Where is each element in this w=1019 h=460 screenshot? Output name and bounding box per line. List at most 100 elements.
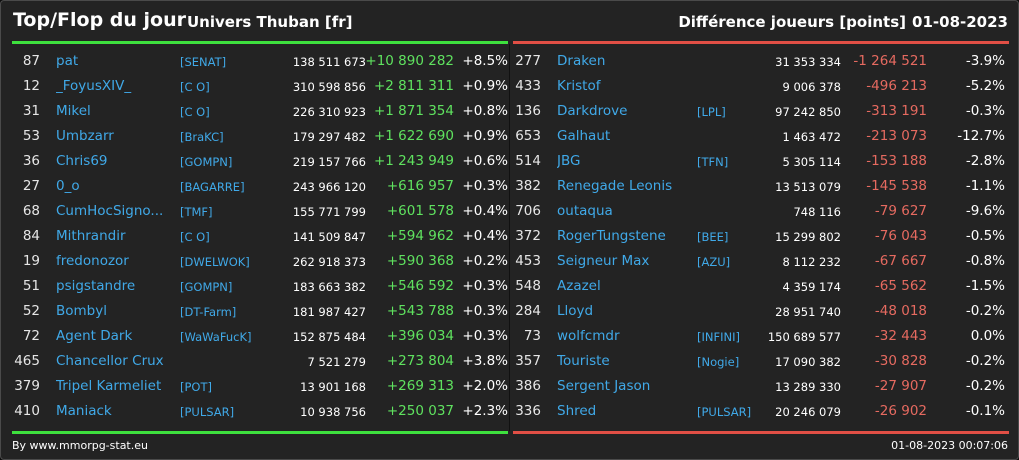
player-name-link[interactable]: wolfcmdr: [557, 328, 620, 344]
player-guild-link[interactable]: [AZU]: [697, 255, 731, 269]
player-percent: -0.2%: [965, 353, 1005, 369]
player-percent: +3.8%: [462, 353, 508, 369]
player-row: 653 Galhaut 1 463 472 -213 073 -12.7%: [513, 124, 1009, 149]
player-diff: +590 368: [386, 253, 454, 269]
player-guild-link[interactable]: [C O]: [180, 105, 210, 119]
player-name-link[interactable]: pat: [56, 53, 79, 69]
player-name-link[interactable]: CumHocSigno...: [56, 203, 164, 219]
player-row: 410 Maniack [PULSAR] 10 938 756 +250 037 +2.3…: [12, 399, 508, 424]
player-row: 53 Umbzarr [BraKC] 179 297 482 +1 622 690 +0.…: [12, 124, 508, 149]
player-name-link[interactable]: psigstandre: [56, 278, 136, 294]
player-row: 36 Chris69 [GOMPN] 219 157 766 +1 243 949 +0.…: [12, 149, 508, 174]
player-name-link[interactable]: Darkdrove: [557, 103, 628, 119]
player-diff: -153 188: [866, 153, 927, 169]
player-name-link[interactable]: Chancellor Crux: [56, 353, 164, 369]
player-diff: +594 962: [386, 228, 454, 244]
player-percent: -0.3%: [965, 103, 1005, 119]
player-guild-link[interactable]: [WaWaFucK]: [180, 330, 252, 344]
player-diff: -79 627: [874, 203, 927, 219]
player-guild-link[interactable]: [Nogie]: [697, 355, 740, 369]
player-diff: +273 804: [386, 353, 454, 369]
player-score: 243 966 120: [292, 180, 366, 194]
player-guild-link[interactable]: [C O]: [180, 230, 210, 244]
player-score: 31 353 334: [775, 55, 841, 69]
player-name-link[interactable]: Draken: [557, 53, 606, 69]
player-guild-link[interactable]: [C O]: [180, 80, 210, 94]
player-guild-link[interactable]: [DT-Farm]: [180, 305, 237, 319]
player-row: 379 Tripel Karmeliet [POT] 13 901 168 +269 3…: [12, 374, 508, 399]
top-losers-list: 277 Draken 31 353 334 -1 264 521 -3.9% 433 Kri…: [513, 49, 1009, 424]
player-name-link[interactable]: JBG: [557, 153, 581, 169]
player-name-link[interactable]: Agent Dark: [56, 328, 133, 344]
player-name-link[interactable]: Bombyl: [56, 303, 107, 319]
header-date: 01-08-2023: [912, 13, 1008, 31]
player-name-link[interactable]: Renegade Leonis: [557, 178, 673, 194]
player-row: 87 pat [SENAT] 138 511 673 +10 890 282 +8.5%: [12, 49, 508, 74]
player-name-link[interactable]: Maniack: [56, 403, 112, 419]
player-rank: 72: [22, 328, 40, 344]
player-guild-link[interactable]: [PULSAR]: [180, 405, 235, 419]
player-guild-link[interactable]: [GOMPN]: [180, 280, 233, 294]
player-name-link[interactable]: Umbzarr: [56, 128, 114, 144]
player-guild-link[interactable]: [POT]: [180, 380, 212, 394]
player-guild-link[interactable]: [BEE]: [697, 230, 729, 244]
player-guild-link[interactable]: [BAGARRE]: [180, 180, 245, 194]
player-score: 28 951 740: [775, 305, 841, 319]
player-score: 13 901 168: [300, 380, 366, 394]
player-percent: +0.3%: [462, 178, 508, 194]
player-name-link[interactable]: Mithrandir: [56, 228, 126, 244]
player-name-link[interactable]: _FoyusXIV_: [56, 78, 132, 94]
player-percent: +2.3%: [462, 403, 508, 419]
player-percent: 0.0%: [970, 328, 1005, 344]
player-percent: +0.3%: [462, 328, 508, 344]
player-name-link[interactable]: Tripel Karmeliet: [56, 378, 162, 394]
player-name-link[interactable]: Lloyd: [557, 303, 594, 319]
player-row: 706 outaqua 748 116 -79 627 -9.6%: [513, 199, 1009, 224]
player-name-link[interactable]: Chris69: [56, 153, 108, 169]
player-score: 17 090 382: [775, 355, 841, 369]
player-name-link[interactable]: outaqua: [557, 203, 613, 219]
player-score: 262 918 373: [292, 255, 366, 269]
player-guild-link[interactable]: [INFINI]: [697, 330, 740, 344]
player-guild-link[interactable]: [TFN]: [697, 155, 729, 169]
player-name-link[interactable]: Mikel: [56, 103, 91, 119]
player-diff: -48 018: [874, 303, 927, 319]
player-name-link[interactable]: Seigneur Max: [557, 253, 650, 269]
player-guild-link[interactable]: [LPL]: [697, 105, 726, 119]
player-name-link[interactable]: Kristof: [557, 78, 601, 94]
flop-accent-bar: [513, 41, 1009, 44]
player-name-link[interactable]: 0_o: [56, 178, 80, 194]
player-guild-link[interactable]: [GOMPN]: [180, 155, 233, 169]
player-diff: -26 902: [874, 403, 927, 419]
player-percent: +0.4%: [462, 228, 508, 244]
player-rank: 382: [515, 178, 541, 194]
player-diff: -496 213: [866, 78, 927, 94]
player-name-link[interactable]: Galhaut: [557, 128, 611, 144]
player-name-link[interactable]: fredonozor: [56, 253, 129, 269]
site-credit: By www.mmorpg-stat.eu: [12, 439, 148, 452]
player-name-link[interactable]: Sergent Jason: [557, 378, 651, 394]
player-percent: -0.5%: [965, 228, 1005, 244]
player-name-link[interactable]: Azazel: [557, 278, 601, 294]
player-score: 150 689 577: [767, 330, 841, 344]
player-score: 310 598 856: [292, 80, 366, 94]
player-score: 7 521 279: [307, 355, 366, 369]
player-guild-link[interactable]: [TMF]: [180, 205, 213, 219]
player-name-link[interactable]: RogerTungstene: [557, 228, 666, 244]
player-percent: +0.3%: [462, 303, 508, 319]
player-diff: -145 538: [866, 178, 927, 194]
player-guild-link[interactable]: [BraKC]: [180, 130, 224, 144]
player-score: 13 289 330: [775, 380, 841, 394]
player-row: 51 psigstandre [GOMPN] 183 663 382 +546 592 +…: [12, 274, 508, 299]
player-name-link[interactable]: Touriste: [557, 353, 610, 369]
player-percent: -0.1%: [965, 403, 1005, 419]
player-guild-link[interactable]: [SENAT]: [180, 55, 227, 69]
player-rank: 548: [515, 278, 541, 294]
player-guild-link[interactable]: [PULSAR]: [697, 405, 752, 419]
player-diff: +269 313: [386, 378, 454, 394]
player-name-link[interactable]: Shred: [557, 403, 597, 419]
player-rank: 19: [22, 253, 40, 269]
player-diff: +1 871 354: [373, 103, 454, 119]
top-gainers-list: 87 pat [SENAT] 138 511 673 +10 890 282 +8.5% 1…: [12, 49, 508, 424]
player-guild-link[interactable]: [DWELWOK]: [180, 255, 250, 269]
